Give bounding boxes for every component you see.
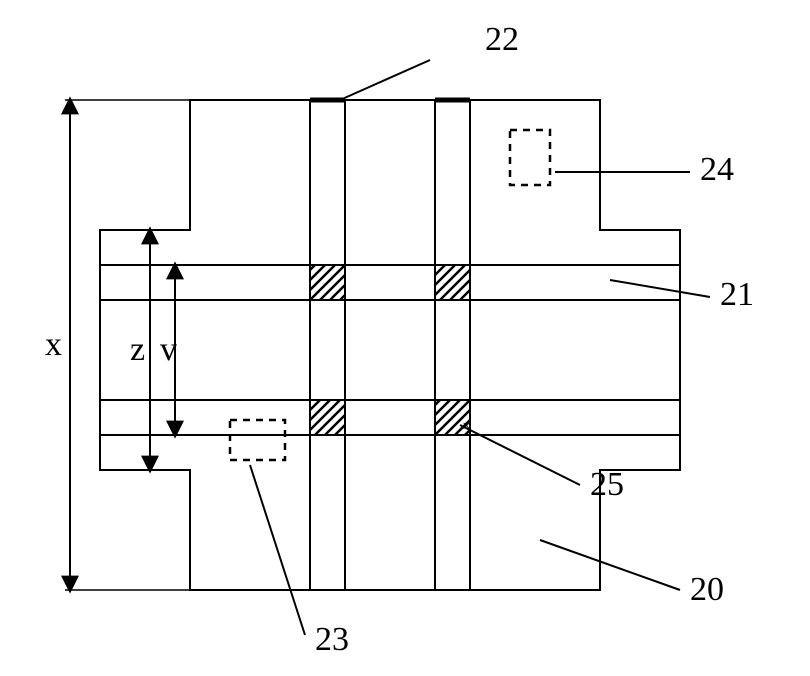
hatched-intersection [435, 265, 470, 300]
leader-22 [340, 60, 430, 100]
leader-20 [540, 540, 680, 590]
leader-21 [610, 280, 710, 297]
callout-24: 24 [700, 151, 734, 188]
cross-outline [100, 100, 680, 590]
callout-23: 23 [315, 621, 349, 658]
hatched-intersection [310, 400, 345, 435]
leader-23 [250, 465, 305, 635]
dim-label-z: z [130, 331, 145, 368]
callout-21: 21 [720, 276, 754, 313]
callout-25: 25 [590, 466, 624, 503]
dashed-box-24 [510, 130, 550, 185]
dim-label-v: v [160, 331, 177, 368]
hatched-intersection [310, 265, 345, 300]
callout-20: 20 [690, 571, 724, 608]
leader-end-mark: × [462, 418, 471, 435]
dashed-box-23 [230, 420, 285, 460]
callout-22: 22 [485, 21, 519, 58]
dim-label-x: x [45, 326, 62, 363]
diagram-svg: x zv 20 21 22 23 24 25 × [0, 0, 810, 676]
